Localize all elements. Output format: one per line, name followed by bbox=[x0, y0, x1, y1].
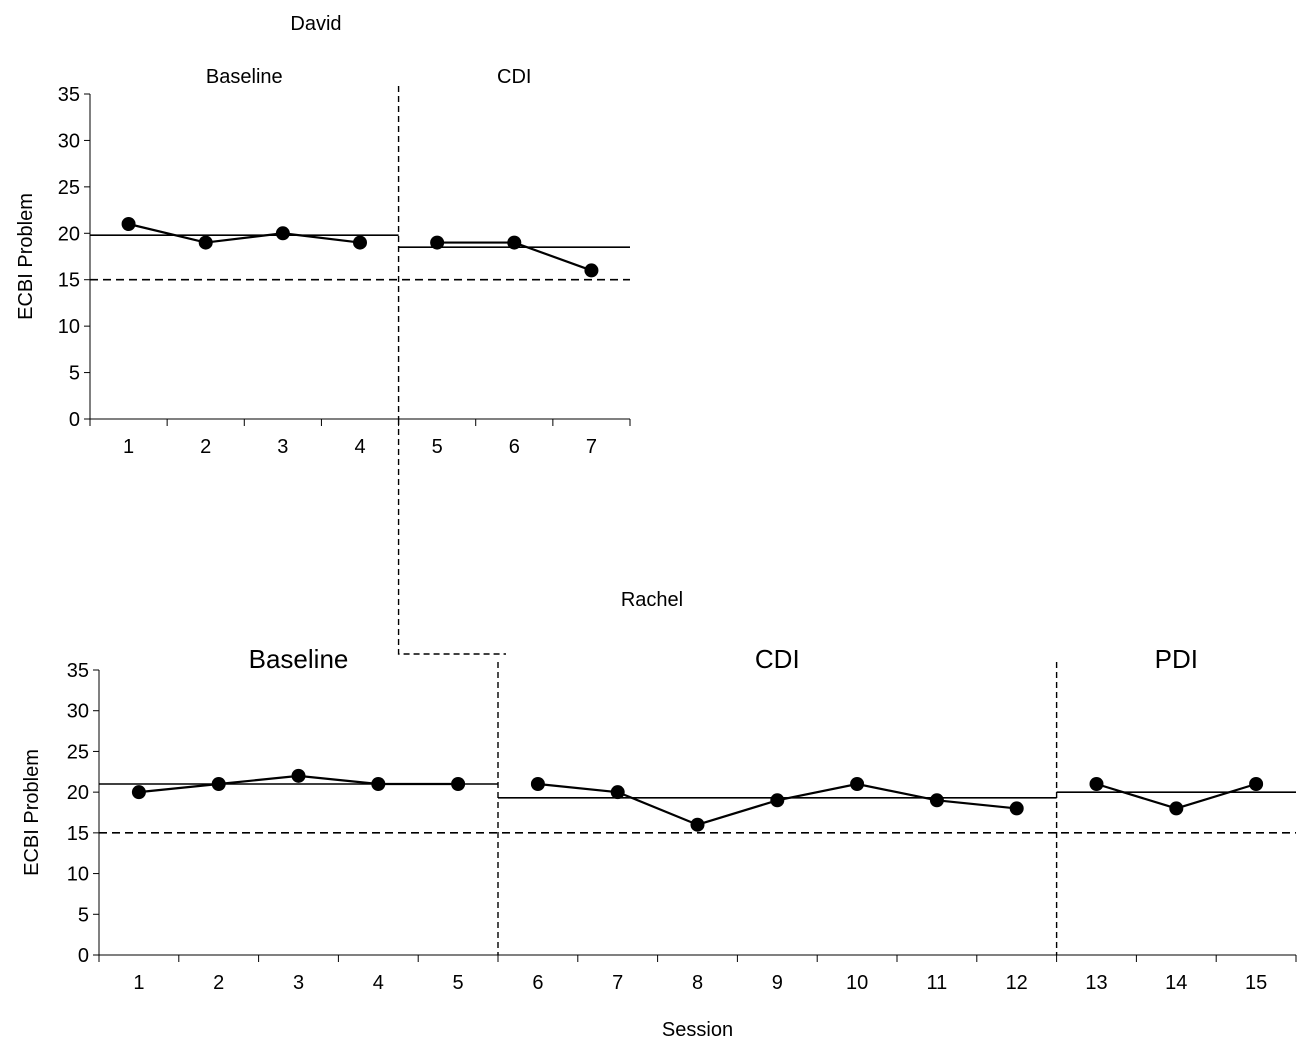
david-y-tick-label: 0 bbox=[69, 409, 80, 431]
david-chart: David 0 5 10 15 20 25 30 35 1 2 3 4 5 6 7 ECBI Problem Ba… bbox=[15, 13, 631, 458]
rachel-data-point bbox=[770, 793, 785, 808]
david-data-point bbox=[275, 226, 290, 241]
david-x-tick-label: 2 bbox=[200, 436, 211, 458]
rachel-x-tick-label: 7 bbox=[612, 972, 623, 994]
rachel-x-tick-label: 14 bbox=[1165, 972, 1187, 994]
rachel-y-tick-label: 10 bbox=[67, 864, 89, 886]
david-phase-label-cdi: CDI bbox=[497, 66, 531, 88]
david-y-tick-label: 15 bbox=[58, 270, 80, 292]
rachel-x-tick-label: 11 bbox=[927, 972, 948, 994]
rachel-x-tick-label: 9 bbox=[772, 972, 783, 994]
rachel-x-tick-label: 8 bbox=[692, 972, 703, 994]
rachel-y-tick-label: 15 bbox=[67, 823, 89, 845]
david-x-tick-label: 7 bbox=[586, 436, 597, 458]
rachel-x-tick-label: 6 bbox=[532, 972, 543, 994]
david-chart-title: David bbox=[290, 13, 341, 35]
david-data-point bbox=[121, 217, 136, 231]
david-y-tick-label: 20 bbox=[58, 223, 80, 245]
rachel-x-tick-label: 3 bbox=[293, 972, 304, 994]
rachel-x-tick-label: 1 bbox=[133, 972, 144, 994]
phase-connector-path bbox=[397, 419, 506, 655]
david-data-point bbox=[584, 263, 599, 278]
david-data-point bbox=[507, 235, 522, 250]
david-y-tick-label: 5 bbox=[69, 363, 80, 385]
rachel-y-tick-label: 0 bbox=[78, 945, 89, 967]
rachel-y-tick-label: 20 bbox=[67, 782, 89, 804]
rachel-data-point bbox=[211, 777, 226, 791]
rachel-y-tick-label: 25 bbox=[67, 741, 89, 763]
david-series-line-baseline bbox=[128, 222, 361, 244]
rachel-phase-label-cdi: CDI bbox=[755, 644, 800, 674]
david-y-tick-label: 30 bbox=[58, 130, 80, 152]
rachel-x-tick-label: 10 bbox=[846, 972, 868, 994]
david-y-tick-label: 10 bbox=[58, 316, 80, 338]
rachel-x-tick-label: 4 bbox=[373, 972, 384, 994]
rachel-data-point bbox=[929, 793, 944, 808]
rachel-data-point bbox=[1169, 801, 1184, 816]
david-x-tick-label: 5 bbox=[432, 436, 443, 458]
david-y-tick-label: 25 bbox=[58, 177, 80, 199]
david-phase-label-baseline: Baseline bbox=[206, 66, 283, 88]
rachel-data-point bbox=[291, 768, 306, 783]
rachel-y-tick-label: 5 bbox=[78, 904, 89, 926]
rachel-data-point bbox=[451, 777, 466, 791]
david-y-axis-label: ECBI Problem bbox=[15, 193, 37, 320]
rachel-data-point bbox=[1009, 801, 1024, 816]
rachel-data-point bbox=[1089, 777, 1104, 791]
david-x-tick-label: 4 bbox=[354, 436, 365, 458]
rachel-data-point bbox=[850, 777, 865, 791]
rachel-data-point bbox=[1249, 777, 1264, 791]
rachel-y-tick-label: 35 bbox=[67, 660, 89, 682]
david-data-point bbox=[198, 235, 213, 250]
rachel-data-point bbox=[610, 785, 625, 800]
rachel-data-point bbox=[131, 785, 146, 800]
rachel-data-point bbox=[371, 777, 386, 791]
rachel-phase-label-baseline: Baseline bbox=[249, 644, 349, 674]
phase-change-connector-line bbox=[397, 419, 506, 655]
rachel-y-axis-label: ECBI Problem bbox=[21, 749, 43, 876]
david-x-tick-label: 3 bbox=[277, 436, 288, 458]
david-y-tick-label: 35 bbox=[58, 84, 80, 106]
rachel-chart-title: Rachel bbox=[621, 589, 683, 611]
rachel-phase-label-pdi: PDI bbox=[1155, 644, 1198, 674]
rachel-data-point bbox=[690, 817, 705, 832]
david-data-point bbox=[353, 235, 367, 250]
rachel-x-tick-label: 5 bbox=[453, 972, 464, 994]
david-x-tick-label: 1 bbox=[123, 436, 134, 458]
rachel-x-tick-label: 2 bbox=[213, 972, 224, 994]
rachel-data-point bbox=[530, 777, 545, 791]
rachel-x-axis-label: Session bbox=[662, 1019, 733, 1041]
david-data-point bbox=[430, 235, 445, 250]
rachel-x-tick-label: 13 bbox=[1085, 972, 1107, 994]
rachel-x-tick-label: 15 bbox=[1245, 972, 1267, 994]
rachel-x-tick-label: 12 bbox=[1006, 972, 1028, 994]
rachel-y-tick-label: 30 bbox=[67, 701, 89, 723]
david-x-tick-label: 6 bbox=[509, 436, 520, 458]
